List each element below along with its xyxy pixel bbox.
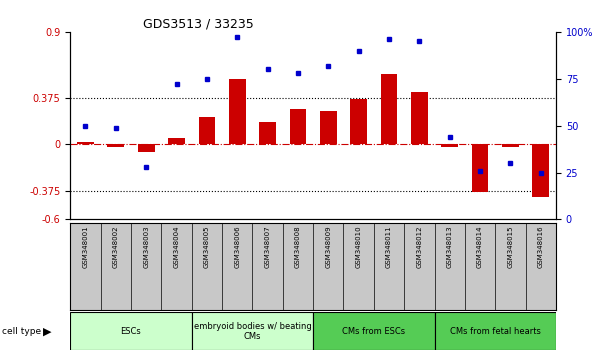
Text: CMs from ESCs: CMs from ESCs — [342, 327, 406, 336]
Bar — [192, 312, 313, 350]
Text: GSM348004: GSM348004 — [174, 225, 180, 268]
Text: GSM348006: GSM348006 — [234, 225, 240, 268]
Text: GSM348007: GSM348007 — [265, 225, 271, 268]
Text: GSM348014: GSM348014 — [477, 225, 483, 268]
Bar — [199, 117, 215, 144]
Bar — [290, 109, 306, 144]
Bar — [108, 144, 124, 147]
Text: GSM348011: GSM348011 — [386, 225, 392, 268]
Bar — [350, 99, 367, 144]
Text: GSM348015: GSM348015 — [508, 225, 513, 268]
Bar — [168, 138, 185, 144]
Text: GDS3513 / 33235: GDS3513 / 33235 — [143, 18, 254, 31]
Bar — [411, 92, 428, 144]
Bar — [434, 312, 556, 350]
Bar — [70, 312, 192, 350]
Text: GSM348005: GSM348005 — [204, 225, 210, 268]
Text: GSM348016: GSM348016 — [538, 225, 544, 268]
Text: GSM348010: GSM348010 — [356, 225, 362, 268]
Text: GSM348001: GSM348001 — [82, 225, 89, 268]
Bar — [229, 79, 246, 144]
Bar — [472, 144, 488, 192]
Bar — [502, 144, 519, 147]
Text: ESCs: ESCs — [120, 327, 141, 336]
Text: GSM348013: GSM348013 — [447, 225, 453, 268]
Bar — [532, 144, 549, 197]
Text: GSM348002: GSM348002 — [113, 225, 119, 268]
Text: GSM348008: GSM348008 — [295, 225, 301, 268]
Text: ▶: ▶ — [43, 326, 52, 336]
Bar — [381, 74, 397, 144]
Bar — [313, 312, 434, 350]
Text: embryoid bodies w/ beating
CMs: embryoid bodies w/ beating CMs — [194, 322, 311, 341]
Text: GSM348009: GSM348009 — [325, 225, 331, 268]
Text: CMs from fetal hearts: CMs from fetal hearts — [450, 327, 541, 336]
Bar — [138, 144, 155, 152]
Text: GSM348012: GSM348012 — [416, 225, 422, 268]
Text: cell type: cell type — [2, 327, 41, 336]
Bar — [320, 111, 337, 144]
Text: GSM348003: GSM348003 — [143, 225, 149, 268]
Bar — [77, 142, 94, 144]
Bar — [441, 144, 458, 147]
Bar — [259, 122, 276, 144]
